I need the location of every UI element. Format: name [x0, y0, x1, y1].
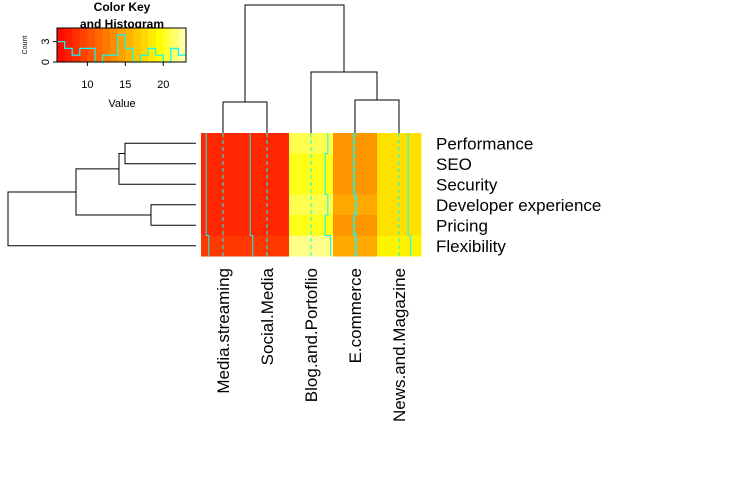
column-label: News.and.Magazine: [390, 268, 409, 422]
color-key-x-tick-label: 10: [81, 79, 93, 91]
column-label: E.commerce: [346, 268, 365, 363]
color-key-swatch: [170, 28, 179, 62]
trace-line: [407, 133, 412, 256]
color-key-swatch: [148, 28, 157, 62]
heatmap-cells: [201, 133, 422, 257]
row-dendrogram-branch: [124, 142, 196, 165]
color-key-y-tick-label: 0: [40, 59, 52, 65]
trace-line: [353, 133, 357, 256]
color-key-swatch: [79, 28, 88, 62]
row-dendrogram-branch: [7, 191, 196, 247]
row-label: Security: [436, 175, 498, 194]
color-key-swatch: [110, 28, 119, 62]
row-label: Developer experience: [436, 196, 601, 215]
trace-line: [249, 133, 254, 256]
color-key-histogram-line: [57, 34, 186, 63]
color-key-frame: [56, 27, 187, 63]
color-key-title-line1: Color Key: [94, 0, 151, 14]
trace-line: [205, 133, 210, 256]
trace-line: [324, 133, 331, 256]
column-labels: Media.streaming Social.Media Blog.and.Port…: [214, 267, 409, 422]
color-key-x-tick-label: 15: [119, 79, 131, 91]
row-dendrogram-branch: [150, 204, 196, 226]
heatmap-traces: [205, 133, 412, 256]
row-label: SEO: [436, 155, 472, 174]
column-dendrogram: [222, 4, 400, 133]
column-dendrogram-branch: [222, 101, 268, 133]
color-key-y-tick-label: 3: [40, 39, 52, 45]
color-key-swatch: [140, 28, 149, 62]
color-key-x-axis: 10 15 20: [81, 62, 169, 91]
color-key-swatch: [64, 28, 73, 62]
color-key-swatch: [72, 28, 81, 62]
color-key-swatch: [57, 28, 66, 62]
color-key-swatch: [155, 28, 164, 62]
row-label: Flexibility: [436, 237, 506, 256]
column-dendrogram-branch: [310, 71, 378, 133]
color-key-ylabel: Count: [22, 36, 29, 55]
color-key-swatch: [132, 28, 141, 62]
color-key-swatch: [163, 28, 172, 62]
color-key-histogram: [57, 34, 186, 63]
color-key-xlabel: Value: [108, 98, 135, 110]
row-dendrogram-branch: [75, 168, 151, 216]
row-dendrogram: [7, 142, 196, 247]
color-key-swatch: [102, 28, 111, 62]
color-key-swatch: [117, 28, 126, 62]
color-key-swatch: [87, 28, 96, 62]
column-label: Media.streaming: [214, 268, 233, 394]
column-dendrogram-branch: [244, 4, 345, 102]
color-key-x-tick-label: 20: [157, 79, 169, 91]
column-dendrogram-branch: [354, 99, 400, 133]
color-key-strip: [57, 28, 187, 62]
column-label: Blog.and.Portoflio: [302, 268, 321, 402]
row-dendrogram-branch: [118, 153, 196, 185]
color-key-swatch: [94, 28, 104, 62]
color-key-swatch: [178, 28, 187, 62]
color-key-swatch: [125, 28, 134, 62]
row-label: Pricing: [436, 216, 488, 235]
color-key-y-axis: 03: [40, 39, 57, 65]
column-label: Social.Media: [258, 267, 277, 365]
row-label: Performance: [436, 134, 533, 153]
color-key: Color Key and Histogram 10 15 20 03 Value …: [22, 0, 187, 110]
